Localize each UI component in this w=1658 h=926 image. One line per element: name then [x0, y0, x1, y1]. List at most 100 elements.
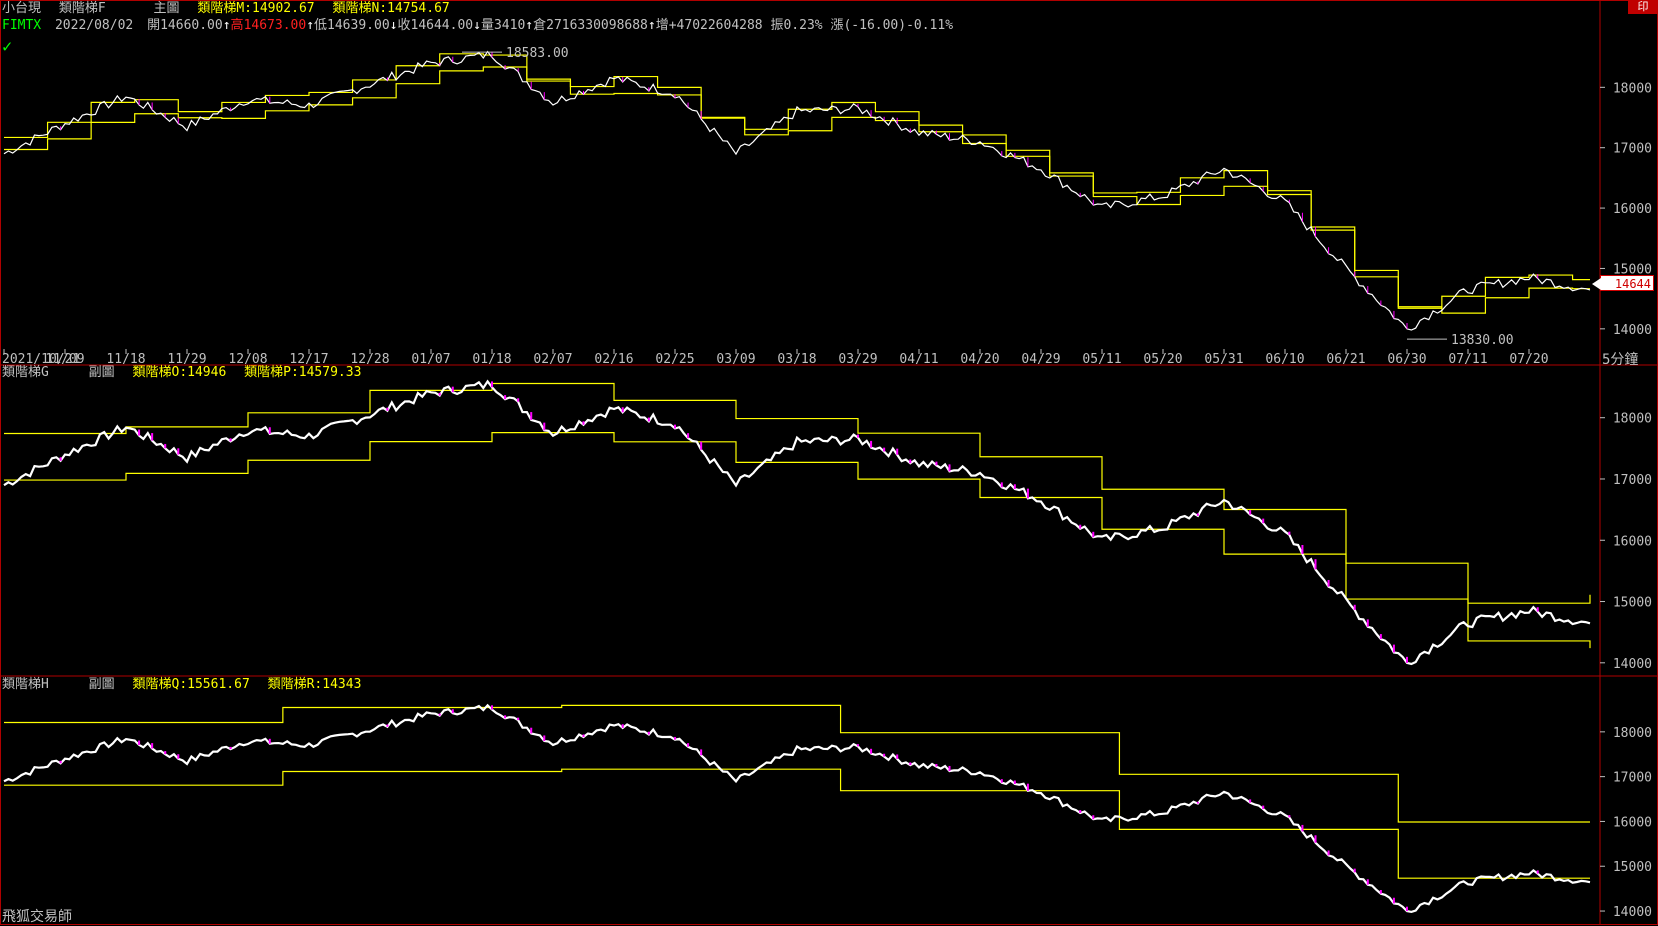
- panel2-label: 副圖: [88, 365, 115, 380]
- o-value: 14946: [187, 365, 227, 380]
- m-value: 14902.67: [252, 1, 315, 16]
- inc-label: 增: [655, 18, 669, 33]
- indicator-name: 類階梯F: [58, 1, 106, 16]
- panel2-header: 類階梯G 副圖 類階梯O:14946 類階梯P:14579.33: [2, 365, 361, 381]
- x-tick-label: 12/08: [228, 352, 267, 367]
- q-value: 15561.67: [187, 677, 250, 692]
- step-line-lower: [4, 66, 1590, 314]
- x-tick-label: 12/17: [289, 352, 328, 367]
- y-tick-label: 17000: [1613, 142, 1652, 157]
- inc-value: +47022604288: [668, 18, 763, 33]
- panel2-title: 類階梯G: [2, 365, 49, 380]
- panel3-label: 副圖: [88, 677, 115, 692]
- x-tick-label: 05/31: [1204, 352, 1243, 367]
- x-tick-label: 11/18: [106, 352, 145, 367]
- x-tick-label: 11/29: [167, 352, 206, 367]
- chg-label: 漲: [830, 18, 844, 33]
- step-line-upper: [4, 704, 1590, 823]
- x-tick-label: 06/21: [1326, 352, 1365, 367]
- r-label: 類階梯R:: [267, 677, 323, 692]
- y-tick-label: 16000: [1613, 202, 1652, 217]
- n-value: 14754.67: [387, 1, 450, 16]
- x-tick-label: 11/09: [45, 352, 84, 367]
- x-tick-label: 03/09: [716, 352, 755, 367]
- up-arrow-icon: ↑: [525, 18, 534, 33]
- x-tick-label: 02/25: [655, 352, 694, 367]
- y-tick-label: 14000: [1613, 905, 1652, 920]
- panel3-title: 類階梯H: [2, 677, 49, 692]
- chg-value: (-16.00)-0.11%: [843, 18, 954, 33]
- product-name: 小台現: [2, 1, 42, 16]
- up-arrow-icon: ↑: [306, 18, 315, 33]
- x-tick-label: 12/28: [350, 352, 389, 367]
- y-tick-label: 16000: [1613, 815, 1652, 830]
- amp-value: 0.23%: [783, 18, 823, 33]
- x-tick-label: 07/20: [1509, 352, 1548, 367]
- x-tick-label: 04/11: [899, 352, 938, 367]
- r-value: 14343: [322, 677, 362, 692]
- y-tick-label: 17000: [1613, 473, 1652, 488]
- x-tick-label: 03/29: [838, 352, 877, 367]
- x-tick-label: 02/07: [533, 352, 572, 367]
- step-line-lower: [4, 432, 1591, 649]
- o-label: 類階梯O:: [132, 365, 188, 380]
- up-arrow-icon: ↑: [222, 18, 231, 33]
- down-arrow-icon: ↓: [473, 18, 481, 33]
- close-label: 收: [397, 18, 411, 33]
- y-tick-label: 18000: [1613, 726, 1652, 741]
- low-label: 低: [314, 18, 328, 33]
- x-tick-label: 01/07: [411, 352, 450, 367]
- y-tick-label: 18000: [1613, 81, 1652, 96]
- up-arrow-icon: ↑: [647, 18, 656, 33]
- high-annotation: 18583.00: [506, 46, 569, 61]
- close-value: 14644.00: [410, 18, 474, 33]
- header-row-1: 小台現 類階梯F 主圖 類階梯M:14902.67 類階梯N:14754.67: [2, 1, 450, 17]
- high-label: 高: [230, 18, 244, 33]
- step-line-upper: [4, 53, 1590, 309]
- y-tick-label: 15000: [1613, 262, 1652, 277]
- step-line-lower: [4, 768, 1590, 879]
- x-tick-label: 04/20: [960, 352, 999, 367]
- y-tick-label: 18000: [1613, 412, 1652, 427]
- amp-label: 振: [770, 18, 784, 33]
- x-tick-label: 06/10: [1265, 352, 1304, 367]
- open-value: 14660.00: [160, 18, 223, 33]
- symbol: FIMTX: [2, 18, 42, 33]
- volume-label: 量: [480, 18, 494, 33]
- q-label: 類階梯Q:: [132, 677, 188, 692]
- last-price-tag: 14644: [1592, 275, 1654, 291]
- checkmark-icon: ✓: [2, 37, 13, 57]
- x-tick-label: 02/16: [594, 352, 633, 367]
- step-line-upper: [4, 382, 1591, 604]
- price-line: [3, 703, 1591, 914]
- y-tick-label: 14000: [1613, 657, 1652, 672]
- down-arrow-icon: ↓: [389, 18, 398, 33]
- x-tick-label: 05/11: [1082, 352, 1121, 367]
- price-line: [3, 50, 1591, 331]
- oi-value: 2716330098688: [546, 18, 648, 33]
- brand-label: 飛狐交易師: [2, 909, 72, 925]
- header-row-2: FIMTX 2022/08/02 開14660.00↑高14673.00↑低14…: [2, 18, 953, 34]
- x-tick-label: 01/18: [472, 352, 511, 367]
- open-label: 開: [147, 18, 161, 33]
- y-tick-label: 16000: [1613, 534, 1652, 549]
- p-label: 類階梯P:: [244, 365, 299, 380]
- interval-selector[interactable]: 5分鐘: [1602, 352, 1639, 368]
- y-tick-label: 15000: [1613, 860, 1652, 875]
- m-label: 類階梯M:: [197, 1, 252, 16]
- x-tick-label: 2021/10/21: [2, 352, 80, 367]
- x-tick-label: 05/20: [1143, 352, 1182, 367]
- volume-value: 3410: [493, 18, 526, 33]
- date: 2022/08/02: [54, 18, 134, 33]
- x-tick-label: 07/11: [1448, 352, 1487, 367]
- panel-label: 主圖: [153, 1, 180, 16]
- y-tick-label: 17000: [1613, 771, 1652, 786]
- low-annotation: 13830.00: [1451, 333, 1514, 348]
- x-tick-label: 03/18: [777, 352, 816, 367]
- x-tick-label: 04/29: [1021, 352, 1060, 367]
- oi-label: 倉: [533, 18, 547, 33]
- p-value: 14579.33: [298, 365, 362, 380]
- print-button[interactable]: 印: [1628, 0, 1658, 14]
- high-value: 14673.00: [243, 18, 307, 33]
